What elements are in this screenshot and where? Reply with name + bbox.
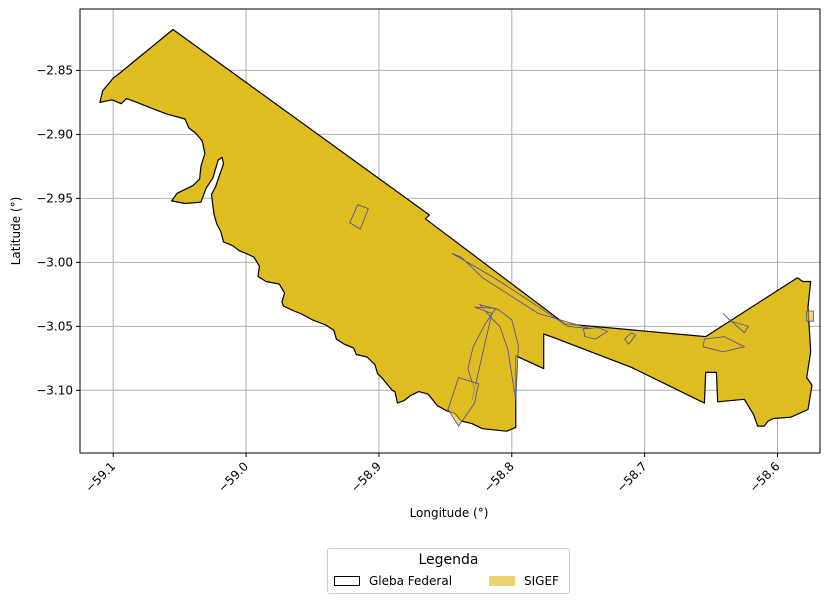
x-axis-ticks: −59.1 −59.0 −58.9 −58.8 −58.7 −58.6 [82,453,783,495]
y-tick-label: −2.90 [36,127,73,141]
legend-item-gleba-federal: Gleba Federal [334,574,452,588]
x-tick-label: −58.8 [481,459,517,495]
legend-swatch-gleba-federal [334,576,360,586]
sigef-parcel [349,204,369,230]
sigef-parcel [467,306,497,401]
y-tick-label: −3.05 [36,319,73,333]
axes-frame [79,8,821,454]
y-tick-label: −3.00 [36,255,73,269]
legend-title: Legenda [418,552,479,568]
sigef-layer [349,204,814,427]
y-tick-label: −3.10 [36,383,73,397]
y-tick-label: −2.95 [36,191,73,205]
gleba-federal-polygon [99,28,813,432]
legend-swatch-sigef [489,576,515,586]
x-tick-label: −59.1 [82,459,118,495]
sigef-parcel [447,376,480,427]
x-tick-label: −58.6 [747,459,783,495]
x-tick-label: −58.7 [614,459,650,495]
x-axis-title: Longitude (°) [410,506,489,520]
sigef-parcel [702,336,746,353]
y-tick-label: −2.85 [36,63,73,77]
sigef-parcel [583,327,609,340]
sigef-parcel [806,310,814,322]
x-tick-label: −59.0 [215,459,251,495]
gleba-federal-layer [99,28,813,432]
map-legend: Legenda Gleba Federal SIGEF [327,548,570,594]
sigef-parcel [478,303,519,401]
sigef-parcel [722,313,749,334]
x-tick-label: −58.9 [348,459,384,495]
y-axis-ticks: −2.85 −2.90 −2.95 −3.00 −3.05 −3.10 [36,63,80,397]
legend-label-sigef: SIGEF [524,574,559,588]
legend-label-gleba-federal: Gleba Federal [369,574,453,588]
y-axis-title: Latitude (°) [9,197,23,266]
sigef-parcel [624,332,636,345]
legend-item-sigef: SIGEF [489,574,559,588]
